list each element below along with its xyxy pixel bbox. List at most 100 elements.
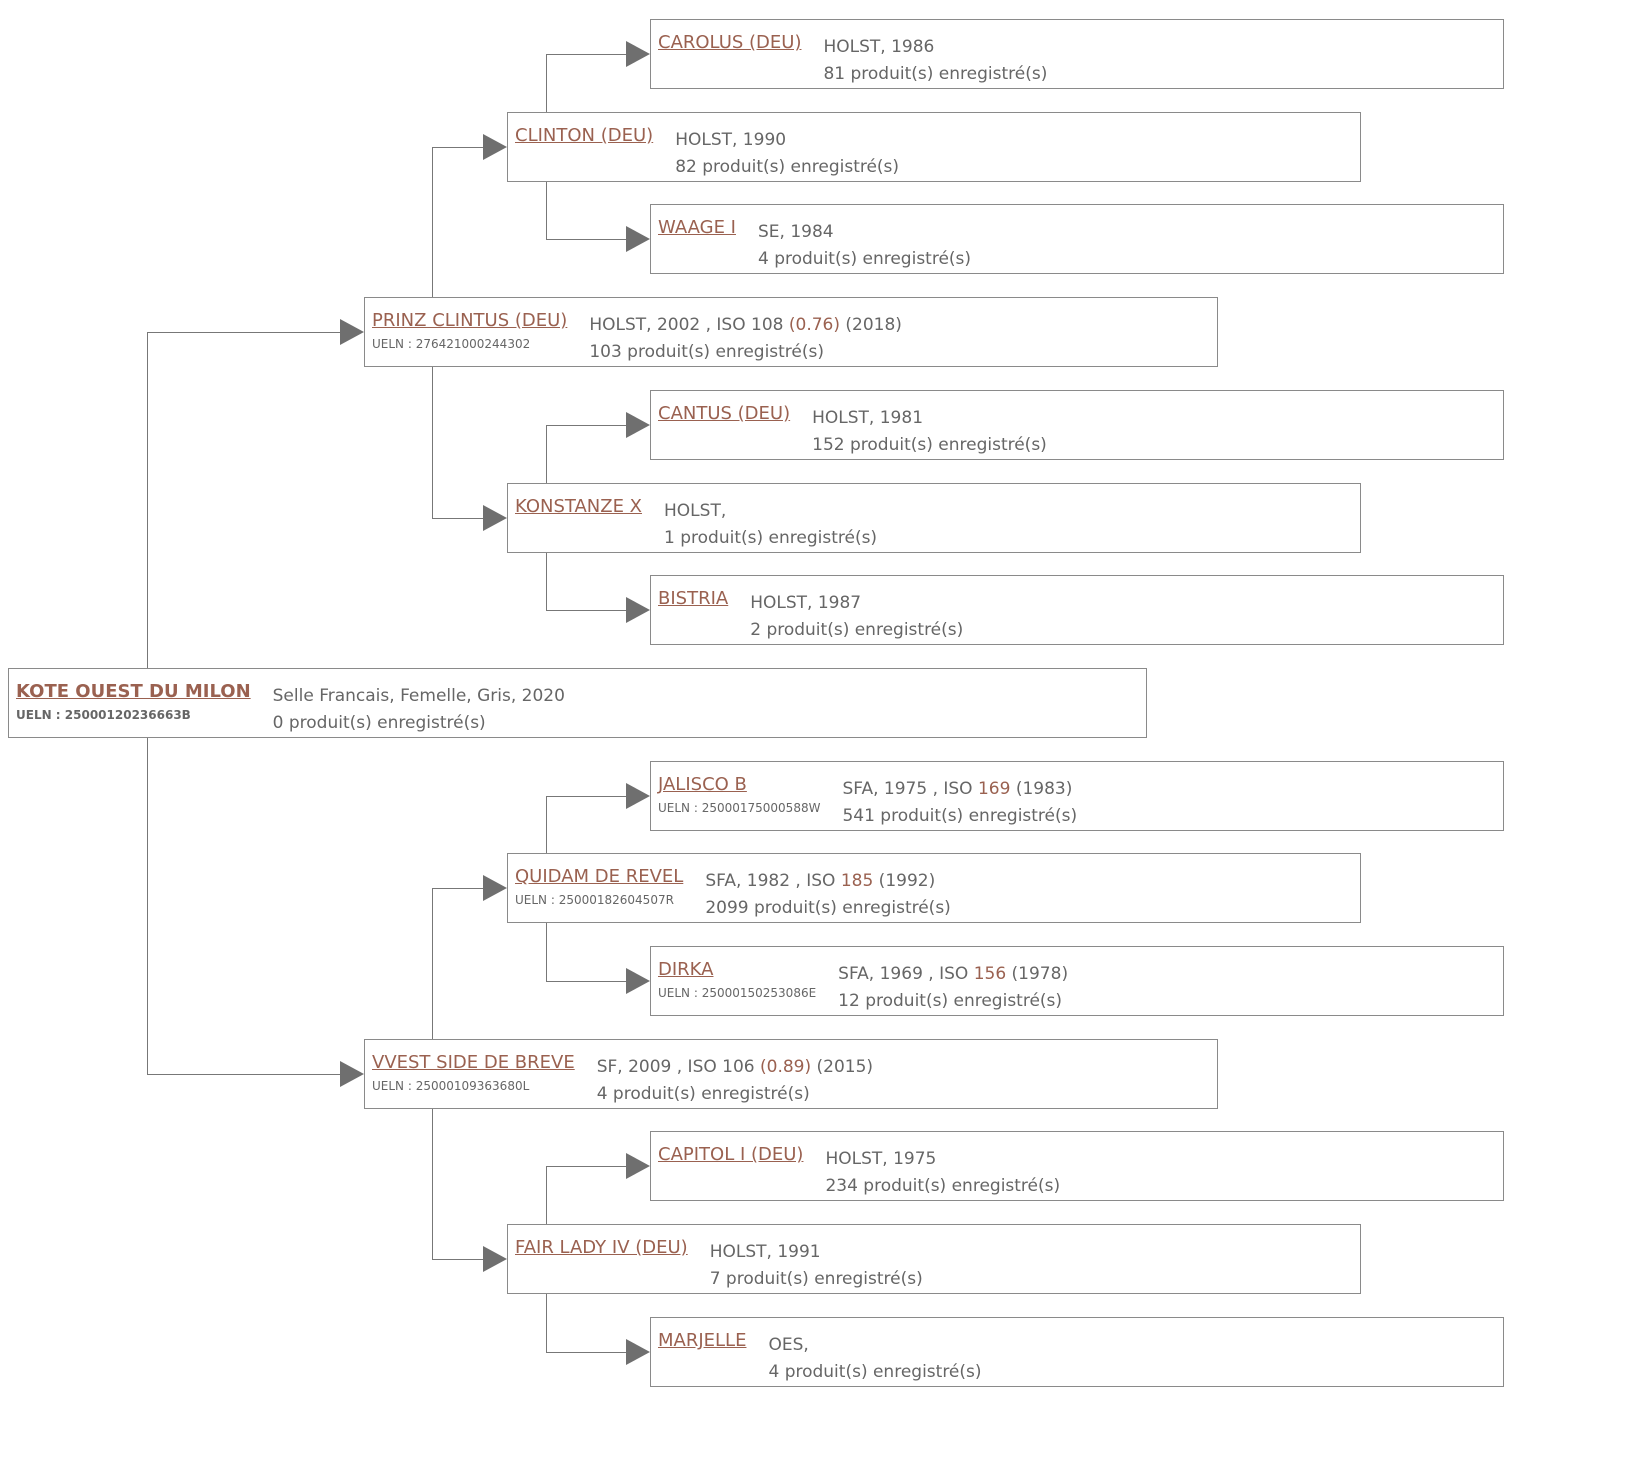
details-text: (2018) [840, 315, 902, 335]
horse-info: Selle Francais, Femelle, Gris, 2020 0 pro… [273, 669, 565, 737]
horse-identity: CANTUS (DEU) [658, 391, 790, 459]
iso-index: 185 [840, 871, 874, 891]
horse-name-link[interactable]: KONSTANZE X [515, 496, 643, 517]
arrow-icon [626, 41, 650, 67]
horse-details: HOLST, 1987 [750, 590, 963, 617]
connector-line [546, 796, 547, 853]
connector-line [546, 425, 547, 483]
details-text: HOLST, 2002 , ISO 108 [589, 315, 789, 335]
connector-line [147, 738, 148, 1074]
offspring-count: 234 produit(s) enregistré(s) [825, 1176, 1061, 1196]
iso-index: (0.89) [760, 1057, 812, 1077]
horse-identity: KONSTANZE X [515, 484, 642, 552]
ueln-label: UELN : 25000109363680L [372, 1079, 530, 1093]
horse-name-link[interactable]: WAAGE I [658, 217, 736, 238]
horse-card: CAPITOL I (DEU) HOLST, 1975 234 produit(s)… [650, 1131, 1504, 1201]
offspring-count: 12 produit(s) enregistré(s) [838, 991, 1063, 1011]
details-text: (2015) [811, 1057, 874, 1077]
horse-card: CAROLUS (DEU) HOLST, 1986 81 produit(s) en… [650, 19, 1504, 89]
ueln-label: UELN : 25000175000588W [658, 801, 821, 815]
horse-details: HOLST, [664, 498, 877, 525]
horse-details: SFA, 1969 , ISO 156 (1978) [838, 961, 1068, 988]
horse-name-link[interactable]: MARJELLE [658, 1330, 747, 1351]
offspring-count: 82 produit(s) enregistré(s) [675, 157, 900, 177]
connector-line [546, 239, 626, 240]
connector-line [147, 332, 148, 668]
connector-line [546, 1294, 547, 1352]
arrow-icon [626, 412, 650, 438]
offspring-count: 4 produit(s) enregistré(s) [596, 1084, 810, 1104]
details-text: SFA, 1969 , ISO [838, 964, 974, 984]
horse-details: Selle Francais, Femelle, Gris, 2020 [273, 683, 565, 710]
horse-card: KONSTANZE X HOLST, 1 produit(s) enregistré… [507, 483, 1361, 553]
horse-name-link[interactable]: KOTE OUEST DU MILON [16, 681, 251, 702]
horse-name-link[interactable]: CANTUS (DEU) [658, 403, 791, 424]
horse-name-link[interactable]: BISTRIA [658, 588, 729, 609]
details-text: Selle Francais, Femelle, Gris, 2020 [272, 686, 565, 706]
horse-info: HOLST, 1981 152 produit(s) enregistré(s) [812, 391, 1047, 459]
horse-info: HOLST, 1986 81 produit(s) enregistré(s) [823, 20, 1047, 88]
horse-name-link[interactable]: QUIDAM DE REVEL [515, 866, 684, 887]
connector-line [432, 367, 433, 518]
connector-line [546, 1166, 626, 1167]
arrow-icon [626, 968, 650, 994]
horse-name-link[interactable]: PRINZ CLINTUS (DEU) [372, 310, 568, 331]
horse-name-link[interactable]: CLINTON (DEU) [515, 125, 654, 146]
horse-details: SFA, 1975 , ISO 169 (1983) [842, 776, 1077, 803]
horse-name-link[interactable]: JALISCO B [658, 774, 747, 795]
connector-line [432, 888, 433, 1039]
horse-identity: DIRKA UELN : 25000150253086E [658, 947, 816, 1015]
horse-details: HOLST, 1990 [675, 127, 899, 154]
details-text: HOLST, 1991 [709, 1242, 821, 1262]
horse-card: KOTE OUEST DU MILON UELN : 25000120236663… [8, 668, 1147, 738]
arrow-icon [483, 875, 507, 901]
horse-info: HOLST, 1990 82 produit(s) enregistré(s) [675, 113, 899, 181]
horse-name-link[interactable]: DIRKA [658, 959, 714, 980]
offspring-count: 81 produit(s) enregistré(s) [823, 64, 1048, 84]
horse-identity: VVEST SIDE DE BREVE UELN : 25000109363680… [372, 1040, 575, 1108]
arrow-icon [340, 319, 364, 345]
horse-name-link[interactable]: VVEST SIDE DE BREVE [372, 1052, 575, 1073]
horse-name-link[interactable]: CAROLUS (DEU) [658, 32, 802, 53]
details-text: HOLST, 1981 [812, 408, 924, 428]
horse-info: HOLST, 1975 234 produit(s) enregistré(s) [825, 1132, 1060, 1200]
horse-identity: QUIDAM DE REVEL UELN : 25000182604507R [515, 854, 683, 922]
offspring-count: 103 produit(s) enregistré(s) [589, 342, 825, 362]
horse-identity: BISTRIA [658, 576, 728, 644]
offspring-count: 0 produit(s) enregistré(s) [272, 713, 486, 733]
connector-line [432, 888, 483, 889]
offspring-count: 4 produit(s) enregistré(s) [757, 249, 972, 269]
connector-line [546, 54, 547, 112]
offspring-count: 2 produit(s) enregistré(s) [750, 620, 964, 640]
arrow-icon [626, 1153, 650, 1179]
details-text: SFA, 1982 , ISO [705, 871, 841, 891]
ueln-label: UELN : 25000182604507R [515, 893, 674, 907]
offspring-count: 1 produit(s) enregistré(s) [664, 528, 878, 548]
arrow-icon [626, 597, 650, 623]
ueln-label: UELN : 25000120236663B [16, 708, 191, 722]
iso-index: (0.76) [788, 315, 840, 335]
horse-card: PRINZ CLINTUS (DEU) UELN : 27642100024430… [364, 297, 1218, 367]
connector-line [432, 1259, 483, 1260]
connector-line [546, 923, 547, 981]
horse-card: BISTRIA HOLST, 1987 2 produit(s) enregistr… [650, 575, 1504, 645]
arrow-icon [483, 1246, 507, 1272]
details-text: (1978) [1006, 964, 1069, 984]
connector-line [432, 147, 483, 148]
horse-info: HOLST, 1 produit(s) enregistré(s) [664, 484, 877, 552]
horse-identity: MARJELLE [658, 1318, 746, 1386]
connector-line [546, 1352, 626, 1353]
horse-card: JALISCO B UELN : 25000175000588W SFA, 1975… [650, 761, 1504, 831]
details-text: (1992) [873, 871, 936, 891]
connector-line [432, 1109, 433, 1259]
horse-card: QUIDAM DE REVEL UELN : 25000182604507R SFA… [507, 853, 1361, 923]
horse-info: HOLST, 2002 , ISO 108 (0.76) (2018) 103 p… [589, 298, 902, 366]
horse-details: HOLST, 1991 [710, 1239, 923, 1266]
offspring-count: 541 produit(s) enregistré(s) [842, 806, 1078, 826]
connector-line [546, 796, 626, 797]
arrow-icon [483, 134, 507, 160]
offspring-count: 7 produit(s) enregistré(s) [709, 1269, 923, 1289]
horse-name-link[interactable]: CAPITOL I (DEU) [658, 1144, 804, 1165]
details-text: HOLST, 1986 [823, 37, 935, 57]
horse-name-link[interactable]: FAIR LADY IV (DEU) [515, 1237, 688, 1258]
